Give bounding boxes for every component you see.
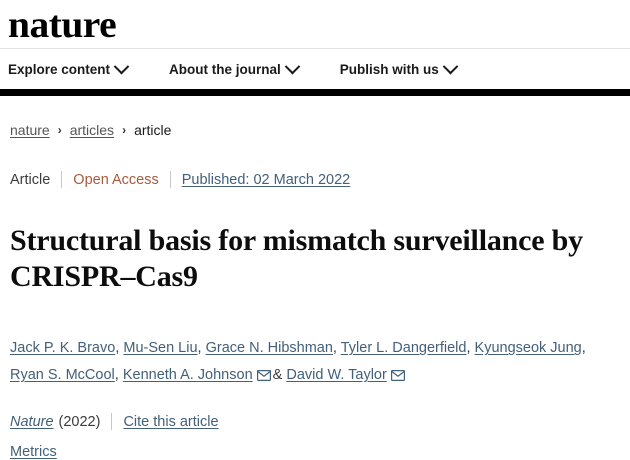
chevron-down-icon	[284, 58, 301, 74]
open-access-badge: Open Access	[73, 171, 159, 188]
author-separator: ,	[466, 340, 471, 357]
journal-citation: Nature (2022) Cite this article	[0, 391, 630, 431]
chevron-down-icon	[113, 58, 130, 74]
citation-divider	[111, 413, 113, 431]
breadcrumb-item-nature[interactable]: nature	[10, 122, 50, 138]
nature-logo[interactable]: nature	[8, 4, 117, 46]
author-separator: ,	[581, 340, 586, 357]
author-link[interactable]: Kenneth A. Johnson	[122, 367, 253, 384]
header-divider-bar	[0, 89, 630, 96]
journal-name-link[interactable]: Nature	[10, 413, 54, 430]
breadcrumb-separator: ›	[57, 123, 62, 137]
main-navigation: Explore content About the journal Publis…	[0, 49, 630, 89]
published-date-link[interactable]: Published: 02 March 2022	[181, 171, 351, 188]
author-link[interactable]: David W. Taylor	[286, 367, 387, 384]
metrics-link[interactable]: Metrics	[10, 444, 57, 460]
author-link[interactable]: Tyler L. Dangerfield	[340, 340, 467, 357]
nav-item-publish-with-us[interactable]: Publish with us	[339, 58, 459, 77]
nav-item-label: Publish with us	[339, 61, 439, 77]
author-ampersand: &	[272, 367, 283, 384]
masthead: nature	[0, 0, 630, 49]
nav-item-about-the-journal[interactable]: About the journal	[169, 58, 301, 77]
nav-item-label: About the journal	[169, 61, 281, 77]
breadcrumb: nature › articles › article	[0, 96, 630, 138]
page-title: Structural basis for mismatch surveillan…	[10, 224, 583, 294]
article-type-label: Article	[10, 171, 51, 188]
metrics-row: Metrics	[0, 430, 630, 460]
author-link[interactable]: Grace N. Hibshman	[205, 340, 333, 357]
author-separator: ,	[115, 340, 120, 357]
author-separator: ,	[114, 367, 119, 384]
article-meta: Article Open Access Published: 02 March …	[0, 138, 630, 188]
nav-item-explore-content[interactable]: Explore content	[8, 58, 130, 77]
meta-divider	[61, 171, 63, 188]
nav-item-label: Explore content	[8, 61, 111, 77]
author-link[interactable]: Kyungseok Jung	[474, 340, 582, 357]
author-link[interactable]: Jack P. K. Bravo	[10, 340, 116, 357]
envelope-icon[interactable]	[390, 364, 405, 391]
author-link[interactable]: Ryan S. McCool	[10, 367, 115, 384]
cite-this-article-link[interactable]: Cite this article	[123, 413, 219, 430]
chevron-down-icon	[442, 58, 459, 74]
author-separator: ,	[197, 340, 202, 357]
breadcrumb-item-articles[interactable]: articles	[69, 122, 115, 138]
author-link[interactable]: Mu-Sen Liu	[123, 340, 198, 357]
author-list: Jack P. K. Bravo, Mu-Sen Liu, Grace N. H…	[0, 315, 630, 391]
author-separator: ,	[332, 340, 337, 357]
breadcrumb-item-article: article	[134, 122, 172, 138]
meta-divider	[169, 171, 171, 188]
envelope-icon[interactable]	[256, 364, 271, 391]
journal-year: (2022)	[58, 413, 101, 430]
breadcrumb-separator: ›	[122, 123, 127, 137]
